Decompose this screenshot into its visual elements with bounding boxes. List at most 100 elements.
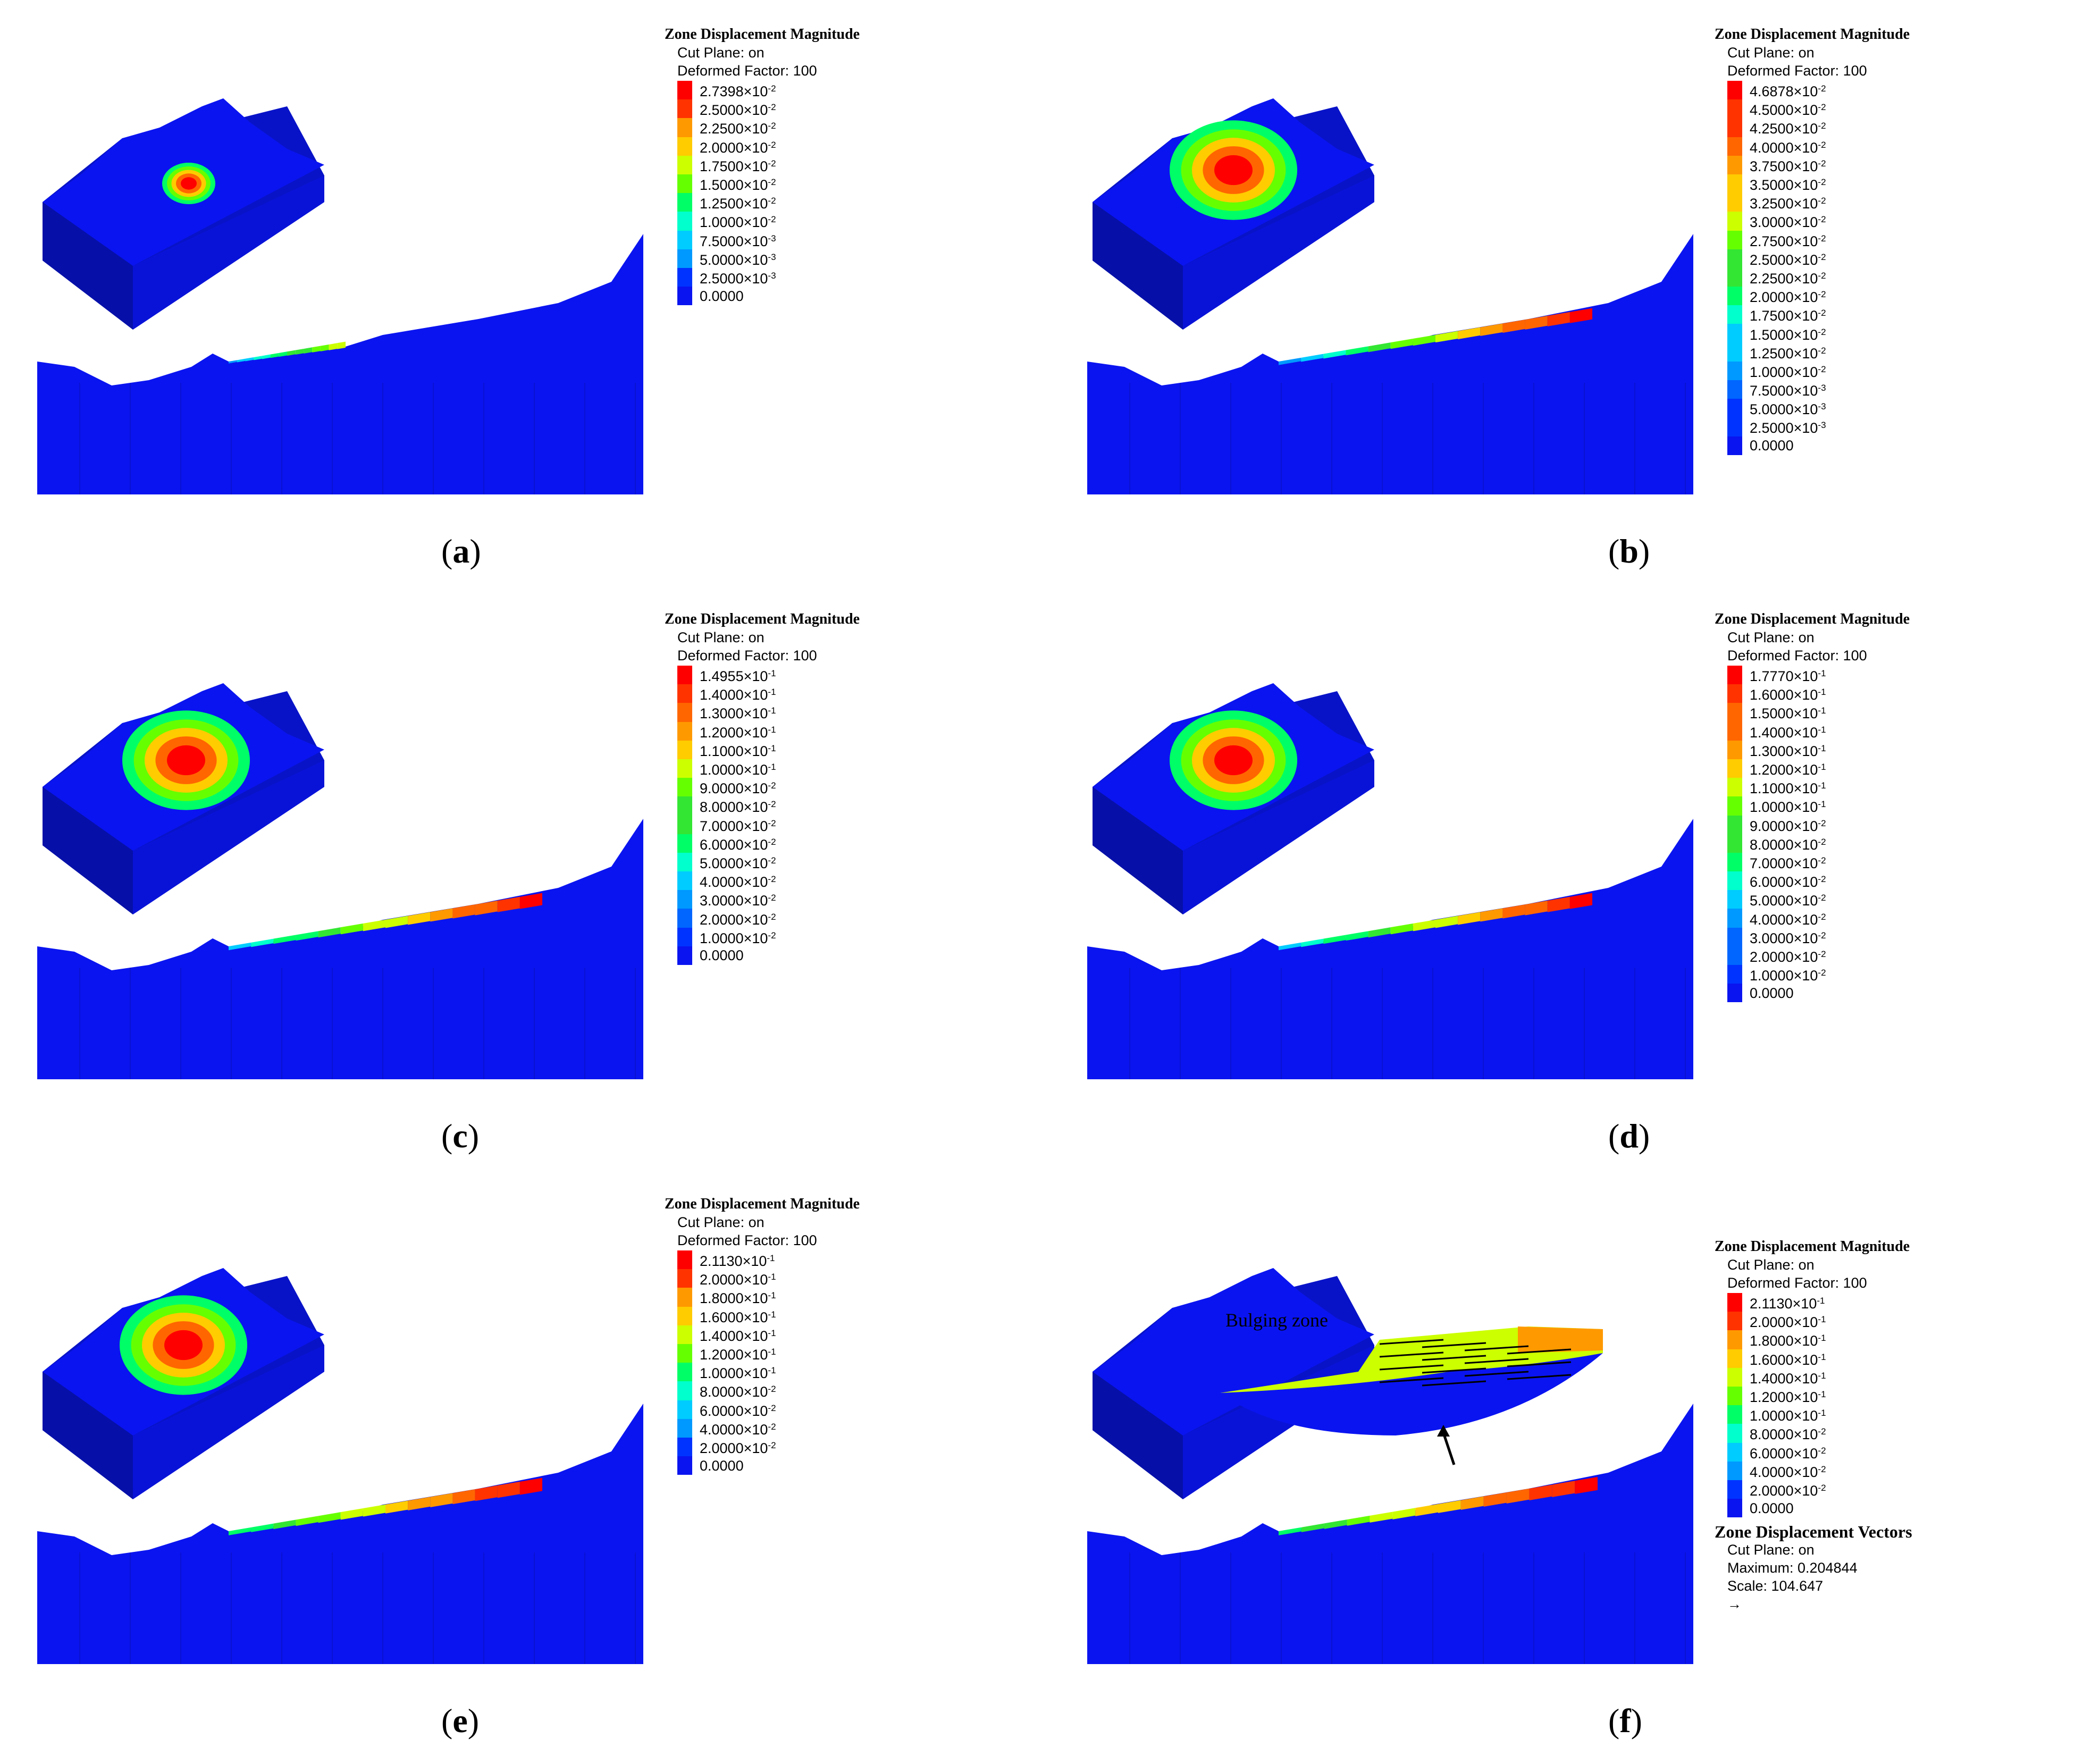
legend-value: 2.0000×10-1 xyxy=(1750,1314,1826,1331)
legend-value: 9.0000×10-2 xyxy=(700,780,776,797)
displacement-vector xyxy=(1422,1342,1486,1348)
displacement-vector xyxy=(1379,1364,1444,1371)
legend-entry: 6.0000×10-2 xyxy=(1727,871,1910,891)
displacement-zone-3d xyxy=(167,745,205,776)
sliding-mass-zone xyxy=(1279,357,1301,365)
legend-entry: 1.4000×10-1 xyxy=(1727,721,1910,741)
sliding-mass xyxy=(229,893,542,951)
legend-value: 1.2000×10-1 xyxy=(1750,1389,1826,1406)
legend-color-scale: 2.1130×10-1 2.0000×10-1 1.8000×10-1 1.6000×… xyxy=(1727,1293,1912,1518)
legend-swatch xyxy=(1727,1312,1742,1331)
legend-swatch xyxy=(677,137,692,156)
legend-value: 4.0000×10-2 xyxy=(1750,139,1826,156)
legend-swatch xyxy=(1727,1293,1742,1312)
legend-entry: 2.7500×10-2 xyxy=(1727,230,1910,249)
legend-swatch xyxy=(677,815,692,834)
legend-value: 0.0000 xyxy=(1750,985,1794,1001)
legend-value: 2.0000×10-2 xyxy=(700,139,776,156)
legend-swatch xyxy=(1727,759,1742,778)
bulging-zone-label: Bulging zone xyxy=(1225,1309,1328,1331)
sliding-mass-zone xyxy=(475,1485,498,1501)
sliding-mass-zone xyxy=(1458,327,1481,340)
legend-entry: 0.0000 xyxy=(1727,436,1910,455)
sliding-mass-zone xyxy=(1279,1527,1301,1535)
legend-value: 4.2500×10-2 xyxy=(1750,121,1826,137)
sliding-mass-zone xyxy=(1323,935,1346,944)
bulging-zone-inset xyxy=(1220,1326,1603,1435)
legend-value: 2.1130×10-1 xyxy=(1750,1296,1825,1312)
legend-entry: 6.0000×10-2 xyxy=(677,1400,860,1419)
legend-swatch xyxy=(1727,1499,1742,1518)
legend-value: 2.0000×10-2 xyxy=(1750,1482,1826,1499)
sliding-mass-zone xyxy=(1525,901,1548,916)
sliding-mass-zone xyxy=(1480,323,1503,337)
legend-swatch xyxy=(1727,871,1742,891)
legend-swatch xyxy=(677,193,692,212)
sliding-mass-zone xyxy=(1279,942,1301,951)
sliding-mass-zone xyxy=(1502,904,1525,919)
legend-swatch xyxy=(677,946,692,965)
legend-entry: 4.0000×10-2 xyxy=(1727,1461,1912,1480)
legend-value: 3.0000×10-2 xyxy=(1750,930,1826,946)
legend-swatch xyxy=(677,834,692,853)
legend-value: 0.0000 xyxy=(700,288,744,304)
legend-swatch xyxy=(677,287,692,306)
legend-entry: 1.0000×10-1 xyxy=(677,759,860,778)
legend-c: Zone Displacement Magnitude Cut Plane: on… xyxy=(665,610,860,965)
legend-entry: 2.0000×10-2 xyxy=(1727,946,1910,965)
legend-value: 1.0000×10-1 xyxy=(1750,1408,1826,1424)
legend-entry: 9.0000×10-2 xyxy=(1727,815,1910,834)
legend-swatch xyxy=(677,721,692,741)
legend-cut-plane: Cut Plane: on xyxy=(1727,1257,1815,1273)
legend-value: 1.7500×10-2 xyxy=(700,158,776,174)
legend-entry: 1.4000×10-1 xyxy=(677,1325,860,1344)
legend-entry: 7.0000×10-2 xyxy=(677,815,860,834)
legend-swatch xyxy=(1727,212,1742,231)
sliding-mass-zone xyxy=(1547,896,1570,912)
cross-section xyxy=(1087,1404,1693,1664)
legend-value: 1.4000×10-1 xyxy=(1750,1370,1826,1387)
legend-deformed-factor: Deformed Factor: 100 xyxy=(677,1232,817,1248)
sliding-mass-zone xyxy=(1575,1477,1598,1494)
legend-value: 5.0000×10-2 xyxy=(1750,893,1826,909)
panel-caption-e: (e) xyxy=(441,1702,480,1740)
sliding-mass-zone xyxy=(296,1516,318,1526)
legend-swatch xyxy=(1727,399,1742,418)
legend-swatch xyxy=(1727,249,1742,268)
legend-entry: 2.2500×10-2 xyxy=(1727,267,1910,287)
legend-entry: 8.0000×10-2 xyxy=(677,796,860,816)
legend-title: Zone Displacement Magnitude xyxy=(1715,1238,1910,1255)
legend-entry: 1.0000×10-1 xyxy=(677,1363,860,1382)
legend-entry: 0.0000 xyxy=(1727,984,1910,1003)
sliding-mass-zone xyxy=(519,1477,542,1495)
sliding-mass-zone xyxy=(1347,1515,1370,1526)
legend-color-scale: 4.6878×10-2 4.5000×10-2 4.2500×10-2 4.0000×… xyxy=(1727,81,1910,455)
panel-e: Zone Displacement Magnitude Cut Plane: on… xyxy=(0,1170,1050,1754)
sliding-mass-zone xyxy=(1525,316,1548,330)
sliding-mass-zone xyxy=(1480,908,1503,922)
vectors-scale-arrow-icon: → xyxy=(1727,1596,1742,1613)
sliding-mass-zone xyxy=(262,354,271,359)
sliding-mass-zone xyxy=(304,347,313,354)
cross-section xyxy=(37,234,643,494)
legend-value: 8.0000×10-2 xyxy=(1750,836,1826,853)
sliding-mass-zone xyxy=(1483,1492,1507,1507)
legend-entry: 1.0000×10-2 xyxy=(677,212,860,231)
legend-value: 2.2500×10-2 xyxy=(700,121,776,137)
vectors-legend-cut-plane: Cut Plane: on xyxy=(1727,1542,1815,1558)
legend-value: 5.0000×10-3 xyxy=(1750,401,1826,418)
legend-swatch xyxy=(677,99,692,119)
legend-entry: 2.0000×10-2 xyxy=(1727,287,1910,306)
legend-swatch xyxy=(1727,417,1742,436)
legend-cut-plane: Cut Plane: on xyxy=(677,45,765,61)
legend-entry: 1.2000×10-1 xyxy=(1727,1386,1912,1406)
sliding-mass xyxy=(229,1477,542,1535)
sliding-mass-zone xyxy=(273,1519,296,1530)
legend-entry: 3.7500×10-2 xyxy=(1727,155,1910,174)
vectors-legend-title: Zone Displacement Vectors xyxy=(1715,1522,1912,1542)
legend-title: Zone Displacement Magnitude xyxy=(1715,26,1910,43)
legend-value: 0.0000 xyxy=(700,1457,744,1474)
legend-swatch xyxy=(677,1288,692,1307)
legend-cut-plane: Cut Plane: on xyxy=(1727,45,1815,61)
model-3d-view xyxy=(1093,683,1374,914)
